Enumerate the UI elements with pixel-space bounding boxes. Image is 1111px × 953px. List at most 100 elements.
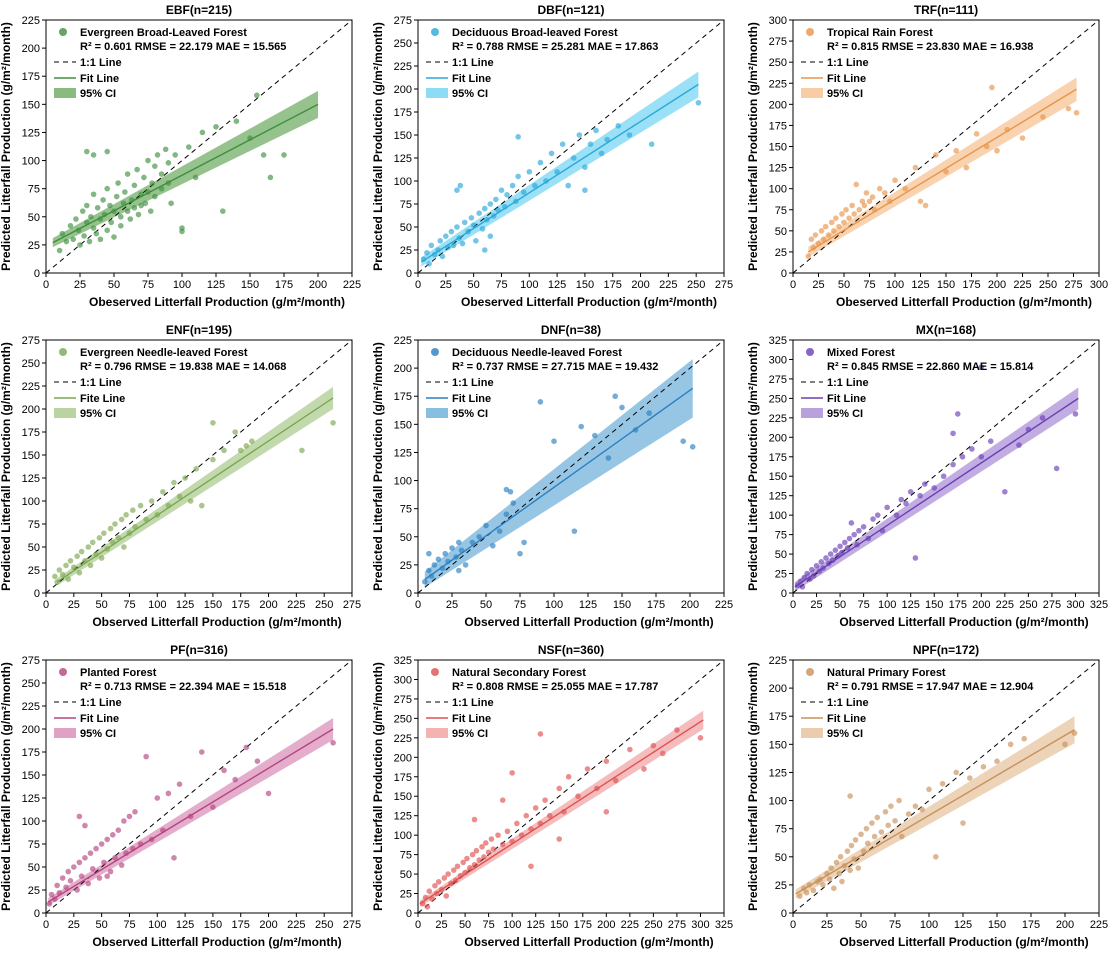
y-tick-label: 150: [769, 739, 787, 751]
data-point: [584, 766, 591, 772]
y-tick-label: 175: [22, 427, 40, 439]
data-point: [445, 558, 451, 565]
y-tick-label: 50: [775, 226, 787, 238]
x-axis-label: Obeserved Litterfall Production (g/m²/mo…: [836, 295, 1092, 309]
data-point: [832, 547, 839, 553]
data-point: [612, 393, 618, 400]
data-point: [855, 865, 862, 871]
data-point: [504, 828, 511, 835]
plot-frame: [45, 339, 353, 594]
x-tick-label: 125: [548, 279, 566, 291]
x-tick-label: 75: [863, 279, 875, 291]
x-tick-label: 150: [613, 599, 631, 611]
legend-series-label: Natural Secondary Forest: [452, 667, 586, 679]
legend-fit-label: Fit Line: [80, 73, 119, 85]
plot-frame: [45, 19, 353, 274]
data-point: [828, 865, 834, 871]
data-point: [514, 820, 520, 827]
legend-one-to-one-label: 1:1 Line: [80, 697, 122, 709]
data-point: [863, 825, 870, 832]
data-point: [165, 160, 172, 166]
data-point: [831, 885, 837, 892]
fit-line: [794, 397, 1079, 588]
x-axis-label: Obeserved Litterfall Production (g/m²/mo…: [89, 295, 345, 309]
x-axis-label: Observed Litterfall Production (g/m²/mon…: [92, 615, 341, 629]
data-point: [507, 489, 514, 495]
data-point: [160, 489, 166, 495]
x-tick-label: 150: [204, 919, 222, 931]
data-point: [641, 766, 647, 772]
data-point: [115, 827, 122, 833]
legend-ci-swatch: [54, 728, 76, 738]
x-tick-label: 0: [415, 919, 421, 931]
x-tick-label: 175: [232, 599, 250, 611]
data-point: [232, 429, 238, 435]
data-point: [107, 525, 114, 532]
data-point: [48, 891, 55, 898]
data-point: [994, 758, 1000, 764]
data-point: [490, 542, 496, 549]
data-point: [168, 200, 174, 207]
data-point: [108, 219, 115, 226]
data-point: [260, 152, 267, 158]
data-point: [426, 888, 433, 895]
data-point: [432, 882, 438, 889]
x-tick-label: 200: [631, 279, 649, 291]
y-axis-label: Predicted Litterfall Production (g/m²/mo…: [0, 342, 13, 591]
data-point: [78, 548, 85, 555]
y-tick-label: 50: [775, 852, 787, 864]
data-point: [59, 875, 66, 881]
x-tick-label: 225: [287, 919, 305, 931]
data-point: [424, 903, 431, 910]
data-point: [863, 190, 870, 196]
y-tick-label: 225: [22, 381, 40, 393]
data-point: [85, 544, 92, 550]
data-point: [612, 777, 619, 784]
data-point: [476, 857, 483, 863]
data-point: [84, 202, 90, 209]
data-point: [131, 204, 138, 211]
y-tick-label: 25: [28, 240, 40, 252]
y-tick-label: 275: [22, 655, 40, 667]
legend-ci-swatch: [426, 88, 448, 98]
data-point: [495, 832, 501, 838]
data-point: [847, 793, 853, 799]
data-point: [82, 822, 88, 829]
y-axis-label: Predicted Litterfall Production (g/m²/mo…: [371, 22, 385, 271]
data-point: [499, 797, 506, 803]
data-point: [462, 562, 469, 568]
y-axis-label: Predicted Litterfall Production (g/m²/mo…: [371, 342, 385, 591]
x-tick-label: 25: [68, 599, 80, 611]
data-point: [810, 887, 817, 894]
data-point: [554, 169, 560, 175]
x-tick-label: 200: [597, 919, 615, 931]
data-point: [460, 859, 466, 866]
legend-fit-label: Fit Line: [80, 713, 119, 725]
x-tick-label: 100: [520, 279, 538, 291]
y-tick-label: 200: [394, 752, 412, 764]
data-point: [52, 573, 58, 580]
y-tick-label: 250: [769, 57, 787, 69]
data-point: [67, 558, 74, 564]
data-point: [210, 420, 216, 426]
x-tick-label: 75: [142, 279, 154, 291]
data-point: [267, 174, 274, 181]
data-point: [476, 210, 483, 216]
x-axis-label: Observed Litterfall Production (g/m²/mon…: [464, 615, 713, 629]
y-tick-label: 125: [769, 491, 787, 503]
data-point: [101, 859, 107, 866]
panel-enf: ENF(n=195)0 25 50 75 100 125 150 175 200 225 250 27…: [0, 323, 361, 629]
data-point: [823, 555, 829, 561]
x-axis-label: Observed Litterfall Production (g/m²/mon…: [839, 615, 1088, 629]
data-point: [917, 198, 924, 205]
data-point: [118, 862, 125, 868]
legend-marker: [431, 668, 439, 676]
x-tick-label: 0: [43, 599, 49, 611]
data-point: [46, 901, 53, 907]
x-tick-label: 275: [715, 279, 733, 291]
panel-ebf: EBF(n=215) 0 25 50 75 100 125 150 175 200 225 0 25 50…: [0, 3, 361, 309]
data-point: [537, 159, 544, 166]
data-point: [499, 841, 506, 848]
data-point: [122, 189, 128, 195]
